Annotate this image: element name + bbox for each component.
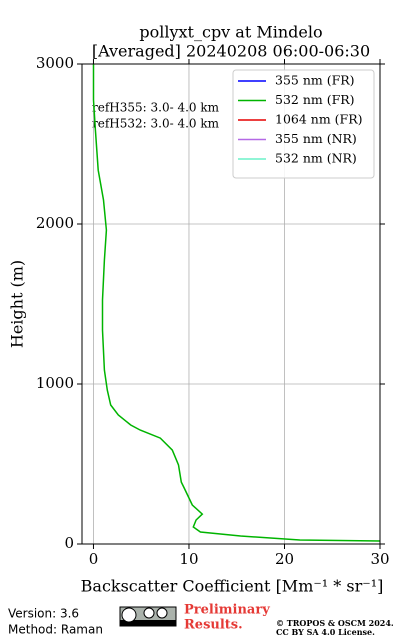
- preliminary: Preliminary: [184, 603, 270, 618]
- y-tick-label: 1000: [36, 374, 74, 392]
- y-axis-label: Height (m): [8, 260, 27, 348]
- copyright: © TROPOS & OSCM 2024.: [276, 618, 394, 628]
- x-tick-label: 20: [275, 550, 294, 568]
- copyright: CC BY SA 4.0 License.: [276, 627, 375, 637]
- profile-line: [92, 64, 381, 542]
- preliminary: Results.: [184, 618, 243, 633]
- version: Version: 3.6: [8, 607, 79, 621]
- cc-logo: [119, 606, 177, 627]
- legend-label: 355 nm (FR): [275, 73, 355, 88]
- legend: 355 nm (FR) 532 nm (FR) 1064 nm (FR) 355 nm…: [232, 69, 375, 179]
- chart-title: pollyxt_cpv at Mindelo: [139, 23, 322, 42]
- annotation: refH355: 3.0- 4.0 km: [92, 101, 220, 115]
- legend-label: 355 nm (NR): [275, 131, 357, 146]
- x-tick-label: 0: [89, 550, 99, 568]
- y-tick-label: 0: [64, 534, 74, 552]
- annotation: refH532: 3.0- 4.0 km: [92, 117, 220, 131]
- chart-subtitle: [Averaged] 20240208 06:00-06:30: [92, 42, 370, 61]
- legend-frame: [232, 69, 375, 179]
- y-tick-label: 3000: [36, 54, 74, 72]
- y-tick-label: 2000: [36, 214, 74, 232]
- method: Method: Raman: [8, 623, 103, 637]
- plot-frame: [81, 63, 381, 545]
- x-tick-label: 30: [370, 550, 389, 568]
- legend-label: 532 nm (NR): [275, 151, 357, 166]
- legend-label: 1064 nm (FR): [275, 112, 363, 127]
- x-tick-label: 10: [179, 550, 198, 568]
- x-axis-label: Backscatter Coefficient [Mm⁻¹ * sr⁻¹]: [81, 577, 384, 596]
- legend-label: 532 nm (FR): [275, 92, 355, 107]
